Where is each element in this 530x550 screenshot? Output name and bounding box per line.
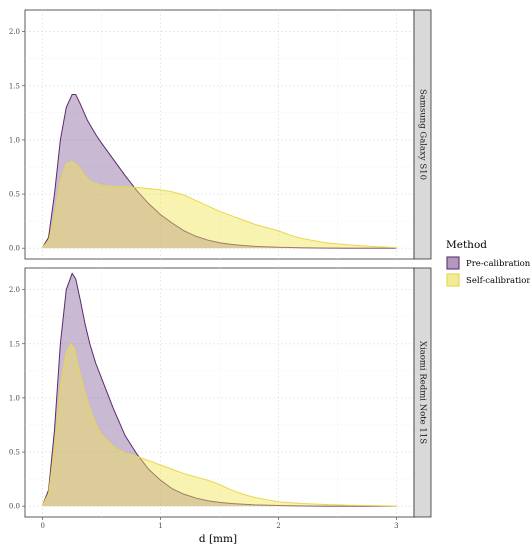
x-tick-label: 3 [394,522,398,530]
y-tick-label: 0.0 [9,503,20,511]
y-tick-label: 2.0 [9,286,20,294]
facet-panels: 0.0 0.5 1.0 1.5 2.0 Samsung Galaxy S10 0.0 0.5 1… [9,9,432,518]
legend-swatch [446,256,460,270]
x-axis-title: d [mm] [199,533,237,545]
density-area-self-calibration [42,161,397,249]
legend-label: Self-calibration [466,276,530,286]
x-tick-label: 0 [40,522,44,530]
facet-strip-label: Xiaomi Redmi Note 11S [418,341,428,444]
density-area-pre-calibration [42,94,397,249]
y-tick-label: 0.5 [9,191,20,199]
y-tick-label: 1.5 [9,82,20,90]
x-axis: 0 1 2 3 [40,517,399,530]
legend: Method Pre-calibration Self-calibration [446,239,530,287]
facet-strip-label: Samsung Galaxy S10 [418,89,428,180]
density-line-self-calibration [42,161,397,249]
x-tick-label: 2 [276,522,280,530]
y-tick-label: 2.0 [9,28,20,36]
facet-panel: 0.0 0.5 1.0 1.5 2.0 Samsung Galaxy S10 [9,9,432,260]
y-tick-label: 1.0 [9,394,20,402]
legend-label: Pre-calibration [466,259,530,269]
facet-panel: 0.0 0.5 1.0 1.5 2.0 Xiaomi Redmi Note 11S [9,267,432,518]
facet-strip [413,267,432,518]
facet-strip [413,9,432,260]
y-tick-label: 0.5 [9,449,20,457]
legend-title: Method [446,239,487,251]
density-line-self-calibration [42,342,397,507]
y-tick-label: 1.5 [9,340,20,348]
y-tick-label: 0.0 [9,245,20,253]
density-line-pre-calibration [42,272,397,507]
density-area-pre-calibration [42,273,397,507]
density-line-pre-calibration [42,93,397,249]
x-tick-label: 1 [158,522,162,530]
y-tick-label: 1.0 [9,136,20,144]
density-area-self-calibration [42,343,397,507]
legend-swatch [446,273,460,287]
